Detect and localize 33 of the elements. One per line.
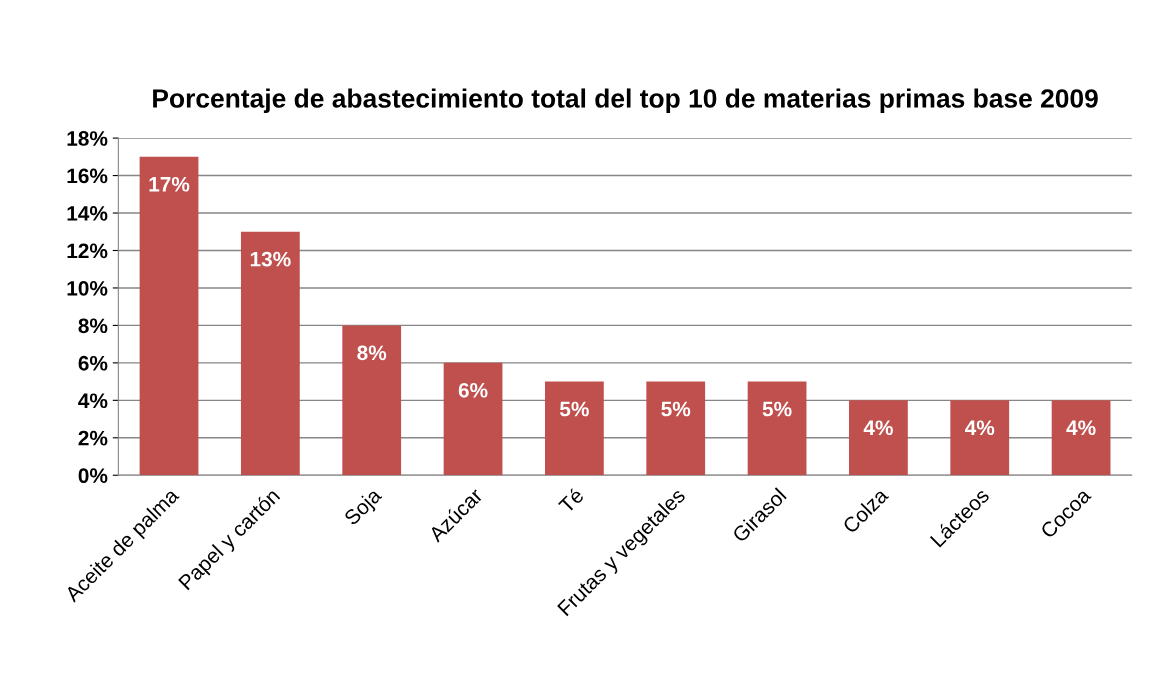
y-tick-label: 10% [67, 280, 108, 296]
bar [240, 231, 300, 476]
data-label: 5% [762, 401, 792, 417]
y-tick-label: 18% [67, 131, 108, 146]
data-label: 5% [661, 401, 691, 417]
data-label: 17% [149, 176, 190, 192]
data-label: 6% [458, 382, 488, 398]
y-tick-label: 6% [78, 355, 108, 371]
y-tick-label: 0% [78, 468, 108, 484]
y-tick-label: 14% [67, 206, 108, 221]
bar [342, 325, 402, 476]
x-tick-label: Té [557, 486, 585, 515]
y-tick-label: 16% [67, 168, 108, 184]
bar [545, 381, 604, 476]
y-tick-label: 4% [78, 393, 108, 409]
chart-title: Porcentaje de abastecimiento total del top 10 de materias primas base 2009 [153, 88, 1098, 114]
y-tick-label: 12% [67, 243, 108, 259]
bar [443, 362, 503, 476]
y-tick-label: 8% [78, 318, 108, 334]
data-label: 8% [357, 345, 387, 361]
data-label: 5% [559, 401, 589, 417]
bar [646, 381, 706, 476]
bar [1051, 400, 1111, 476]
data-label: 4% [863, 420, 893, 436]
bar [139, 156, 199, 476]
bar [747, 381, 807, 476]
y-tick-label: 2% [78, 430, 108, 446]
bar [950, 400, 1010, 476]
data-label: 4% [965, 420, 995, 436]
bar [849, 400, 908, 476]
x-tick-label: Soja [342, 486, 386, 529]
data-label: 13% [250, 251, 291, 267]
data-label: 4% [1066, 420, 1096, 436]
